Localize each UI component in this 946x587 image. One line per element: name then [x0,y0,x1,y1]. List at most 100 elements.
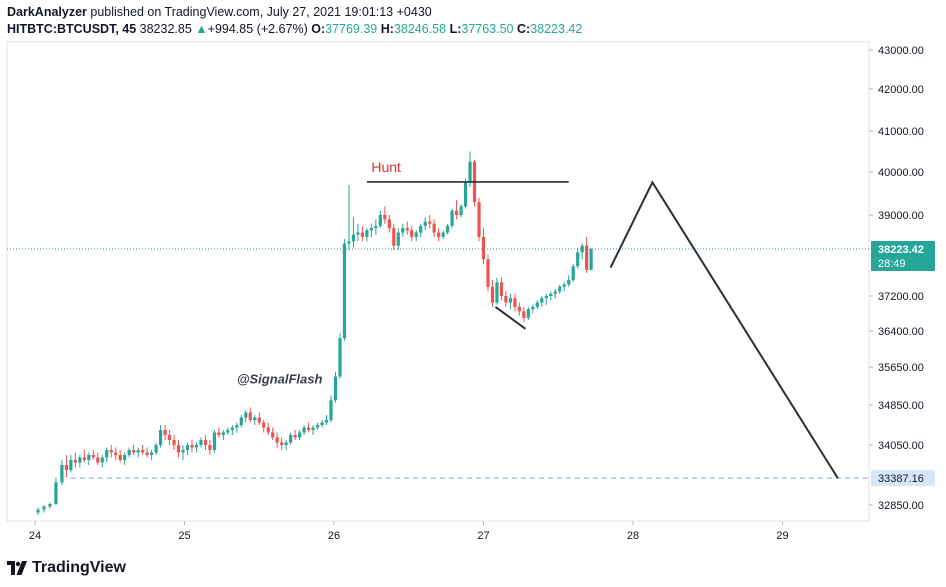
candle-body [428,221,432,224]
candle-body [356,232,360,235]
watermark-label: @SignalFlash [237,372,323,387]
candle-body [535,302,539,307]
projection-path [609,180,839,479]
candle-body [185,445,190,450]
candle-body [253,417,257,420]
chart-axes: 24 25 26 27 28 29 43000.00 42000.00 41000.00 4000… [29,45,935,542]
candle-body [118,455,122,460]
candle-body [163,430,167,435]
candle-body [73,460,77,463]
candle-body [463,182,468,207]
candle-body [194,445,199,448]
tradingview-footer[interactable]: TradingView [7,559,126,577]
candle-body [48,504,52,507]
candle-body [109,450,113,453]
candle-body [64,465,68,470]
candle-body [423,221,427,226]
price-change: +994.85 (+2.67%) [207,22,308,36]
candle-body [383,215,387,220]
candle-body [351,234,356,242]
current-price-badge [871,241,935,271]
candle-body [275,437,279,443]
candle-body [54,482,58,504]
candle-body [441,232,445,237]
candle-body [562,284,566,287]
close-label: C: [517,22,531,36]
symbol-label[interactable]: HITBTC:BTCUSDT, 45 [7,22,137,36]
candle-body [36,509,40,513]
publish-text: published on TradingView.com, July 27, 2… [86,5,432,19]
candle-body [127,450,131,455]
candle-body [549,293,553,296]
candle-body [158,430,163,445]
candle-body [69,460,73,470]
low-label: L: [449,22,462,36]
candle-body [454,210,459,215]
hunt-label: Hunt [371,159,401,175]
y-tick-label: 34850.00 [878,400,924,412]
candle-body [540,298,544,303]
candle-body [271,432,275,438]
candle-body [302,427,306,433]
candle-body [450,210,454,226]
author-name[interactable]: DarkAnalyzer [7,5,87,19]
y-tick-label: 41000.00 [878,126,924,138]
candle-body [517,306,521,312]
last-price: 38232.85 [139,22,192,36]
candle-body [154,445,158,453]
candle-body [459,206,463,215]
candle-body [360,232,365,237]
x-tick-label: 27 [477,530,489,542]
candle-body [78,457,82,463]
candle-body [508,298,513,303]
candle-body [333,376,338,401]
candle-body [172,440,176,445]
candle-body [91,455,95,458]
drawing-annotations: Hunt @SignalFlash [7,159,869,479]
y-tick-label: 39000.00 [878,210,924,222]
open-value: 37769.39 [325,22,378,36]
candle-body [315,425,320,428]
close-value: 38223.42 [530,22,583,36]
x-tick-label: 26 [328,530,340,542]
y-tick-label: 34050.00 [878,440,924,452]
level-badge [871,470,935,487]
candle-body [401,228,405,233]
candle-body [347,241,351,244]
candle-body [123,455,127,460]
candle-body [230,427,234,430]
candle-body [208,445,212,450]
y-tick-label: 43000.00 [878,45,924,57]
candle-body [244,412,248,418]
candle-body [378,215,382,226]
candle-body [284,442,288,445]
candle-body [203,440,208,445]
candle-body [60,465,64,483]
candle-body [396,232,400,246]
candle-body [553,291,557,294]
candle-body [522,311,526,318]
candle-body [405,228,409,231]
candle-body [262,422,266,428]
candle-body [145,452,149,455]
candle-body [87,455,91,460]
countdown-label: 28:49 [878,258,906,270]
x-tick-label: 29 [776,530,788,542]
candle-body [558,286,562,292]
y-tick-label: 36400.00 [878,326,924,338]
candle-body [432,223,436,233]
publish-info: DarkAnalyzer published on TradingView.co… [7,5,432,19]
candle-body [248,412,252,420]
candle-body [176,445,181,453]
candle-body [585,245,589,270]
candle-body [181,450,185,453]
candle-body [513,298,517,307]
candle-body [190,445,194,448]
candle-body [481,236,486,260]
candle-body [96,457,100,463]
candle-body [167,435,172,440]
candle-body [239,417,243,425]
candle-body [199,440,203,445]
candle-body [132,450,136,453]
